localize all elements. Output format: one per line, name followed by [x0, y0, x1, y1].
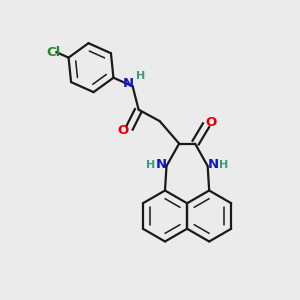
- Text: H: H: [136, 71, 145, 81]
- Text: H: H: [219, 160, 228, 170]
- Text: H: H: [146, 160, 155, 170]
- Text: N: N: [155, 158, 167, 171]
- Text: N: N: [123, 77, 134, 90]
- Text: Cl: Cl: [46, 46, 60, 59]
- Text: N: N: [208, 158, 219, 171]
- Text: O: O: [117, 124, 129, 137]
- Text: O: O: [206, 116, 217, 129]
